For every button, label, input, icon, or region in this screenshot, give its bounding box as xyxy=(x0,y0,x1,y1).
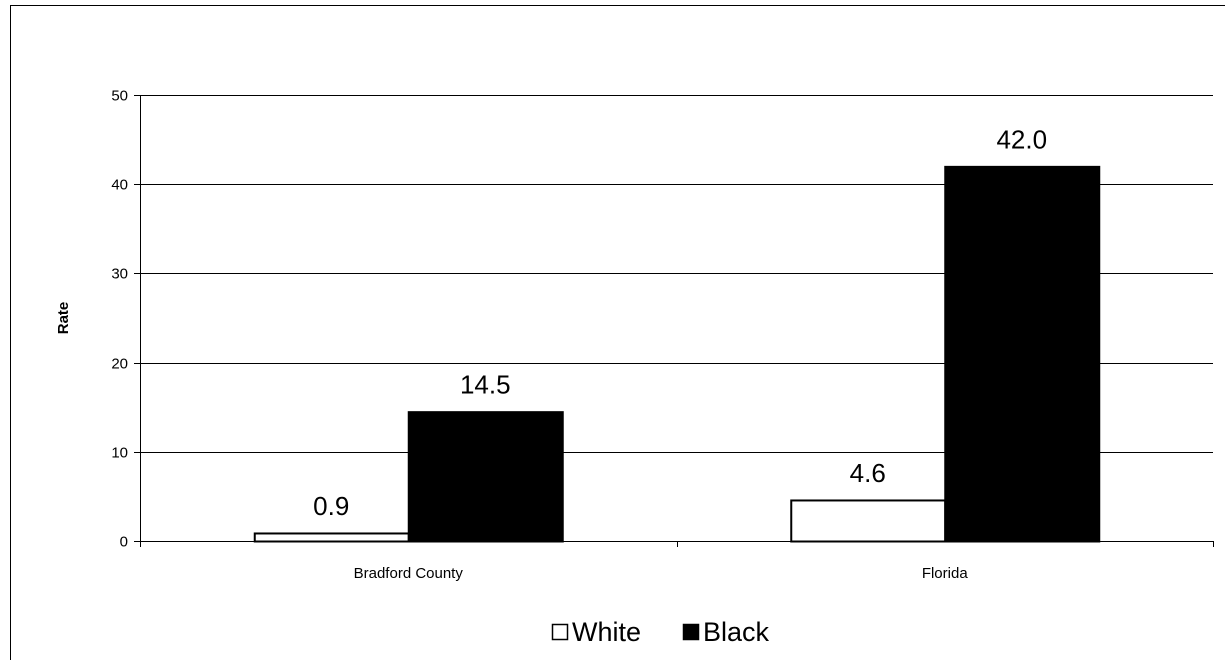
y-tick-label: 50 xyxy=(111,88,128,105)
y-tick-label: 30 xyxy=(111,266,128,283)
data-label: 0.9 xyxy=(313,491,349,521)
legend-swatch-black xyxy=(684,625,699,640)
legend-swatch-white xyxy=(553,625,568,640)
y-tick-label: 0 xyxy=(120,534,128,551)
y-tick-label: 10 xyxy=(111,445,128,462)
bar-black-bradford-county xyxy=(409,412,563,541)
y-axis-label: Rate xyxy=(55,302,72,335)
bar-black-florida xyxy=(945,167,1099,542)
legend-label-white: White xyxy=(572,617,641,647)
x-category-label: Florida xyxy=(922,565,969,582)
bar-white-bradford-county xyxy=(255,533,409,541)
y-tick-label: 20 xyxy=(111,356,128,373)
legend-label-black: Black xyxy=(703,617,770,647)
data-label: 4.6 xyxy=(850,458,886,488)
data-label: 42.0 xyxy=(996,124,1047,154)
bar-white-florida xyxy=(791,500,945,541)
data-label: 14.5 xyxy=(460,370,511,400)
y-tick-label: 40 xyxy=(111,177,128,194)
x-category-label: Bradford County xyxy=(354,565,464,582)
